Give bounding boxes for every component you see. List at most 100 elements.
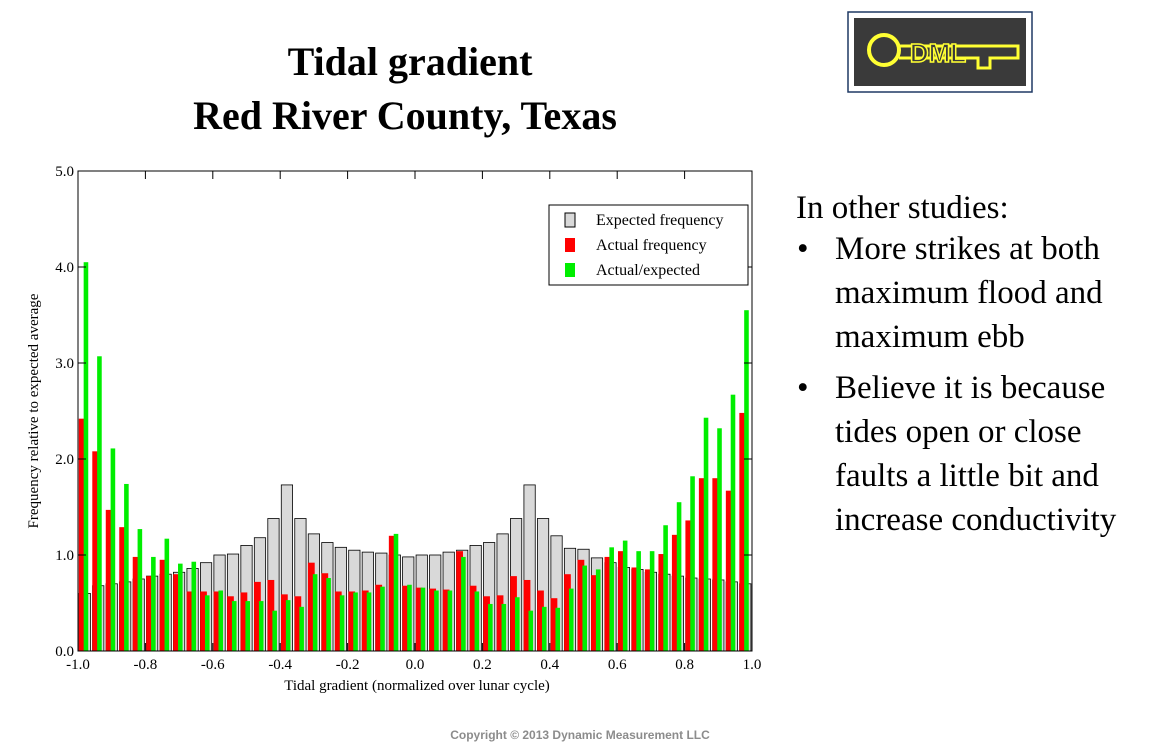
bar [663,525,668,651]
bar [429,588,437,651]
bar [285,600,291,651]
bar [281,594,288,651]
bar [685,520,693,651]
bullet-text: Believe it is because [835,370,1105,406]
bar [636,551,641,651]
bar [541,606,547,651]
bullet-text: faults a little bit and [835,458,1099,494]
bar [146,576,153,651]
bar [456,551,463,651]
bar [137,529,143,651]
bar [649,551,655,651]
bar [595,569,601,651]
bar [591,575,598,651]
bar [218,590,224,651]
x-tick-label: -1.0 [66,657,90,673]
legend-swatch [565,263,575,277]
legend-label: Actual/expected [596,262,700,279]
bar [564,574,571,651]
logo-key-ring [867,33,901,67]
bar [186,591,194,651]
title-line: Red River County, Texas [193,93,617,138]
bar [388,535,396,651]
copyright: Copyright © 2013 Dynamic Measurement LLC [450,728,710,742]
bar [173,574,180,651]
y-tick-label: 5.0 [55,164,74,180]
x-tick-label: -0.8 [134,657,158,673]
bullet-text: maximum flood and [835,275,1103,311]
bar [434,590,439,651]
bar [348,591,356,651]
y-axis-label: Frequency relative to expected average [26,293,42,528]
logo-key-shaft [899,44,1020,70]
bar [254,581,261,651]
x-tick-label: 0.0 [406,657,425,673]
bar [469,585,477,651]
bar [326,578,331,651]
y-tick-label: 2.0 [55,452,74,468]
bar [200,591,207,651]
bar [334,591,342,651]
notes: • More strikes at both maximum flood and ma… [797,231,1117,538]
bar [555,607,561,651]
bar [658,554,666,651]
bar [245,601,251,651]
bar [528,610,534,651]
bar [375,584,383,651]
bar [240,592,248,651]
bar [407,584,412,651]
bar [299,606,304,651]
bar [420,587,426,651]
bar [671,534,679,651]
bar [258,601,264,651]
bar [644,569,652,651]
logo-text: DML [910,38,966,68]
x-axis-label: Tidal gradient (normalized over lunar cy… [284,678,550,694]
bar [307,562,315,651]
bar [712,478,720,651]
legend-label: Expected frequency [596,212,723,229]
title-line: Tidal gradient [288,39,534,84]
bar [744,310,749,651]
bar [204,595,210,651]
legend: Expected frequency Actual frequency Actual… [548,204,749,286]
bar [164,538,170,651]
bar [393,533,399,651]
bar [582,565,588,651]
bar [461,556,466,651]
bar [609,547,614,651]
bar [151,556,156,651]
bar [515,597,520,651]
bar [294,596,302,651]
bar [191,561,197,651]
legend-label: Actual frequency [596,237,707,254]
x-tick-label: -0.4 [268,657,292,673]
bar [442,589,450,651]
bullet-text: More strikes at both [835,231,1100,267]
bar [110,448,116,651]
legend-swatch [564,212,576,228]
bar [380,586,385,651]
bar [730,394,736,651]
logo-background [854,18,1026,86]
bar [501,603,507,651]
bar [568,588,574,651]
bar [213,591,221,651]
bar [447,590,453,651]
legend-frame [548,204,749,286]
bar [488,603,493,651]
bar [105,509,113,651]
bar [631,567,639,651]
bar [361,590,369,651]
bar [676,502,682,651]
chart: -1.0 -0.8 -0.6 -0.4 -0.2 0.0 0.2 0.4 0.6 0.8 1.0 0.… [26,164,761,694]
bar [119,527,126,651]
bar [124,483,129,651]
bar [339,595,345,651]
bar [622,540,628,651]
y-tick-label: 3.0 [55,356,74,372]
bar [178,563,183,651]
bar [312,574,318,651]
bar [415,587,423,651]
